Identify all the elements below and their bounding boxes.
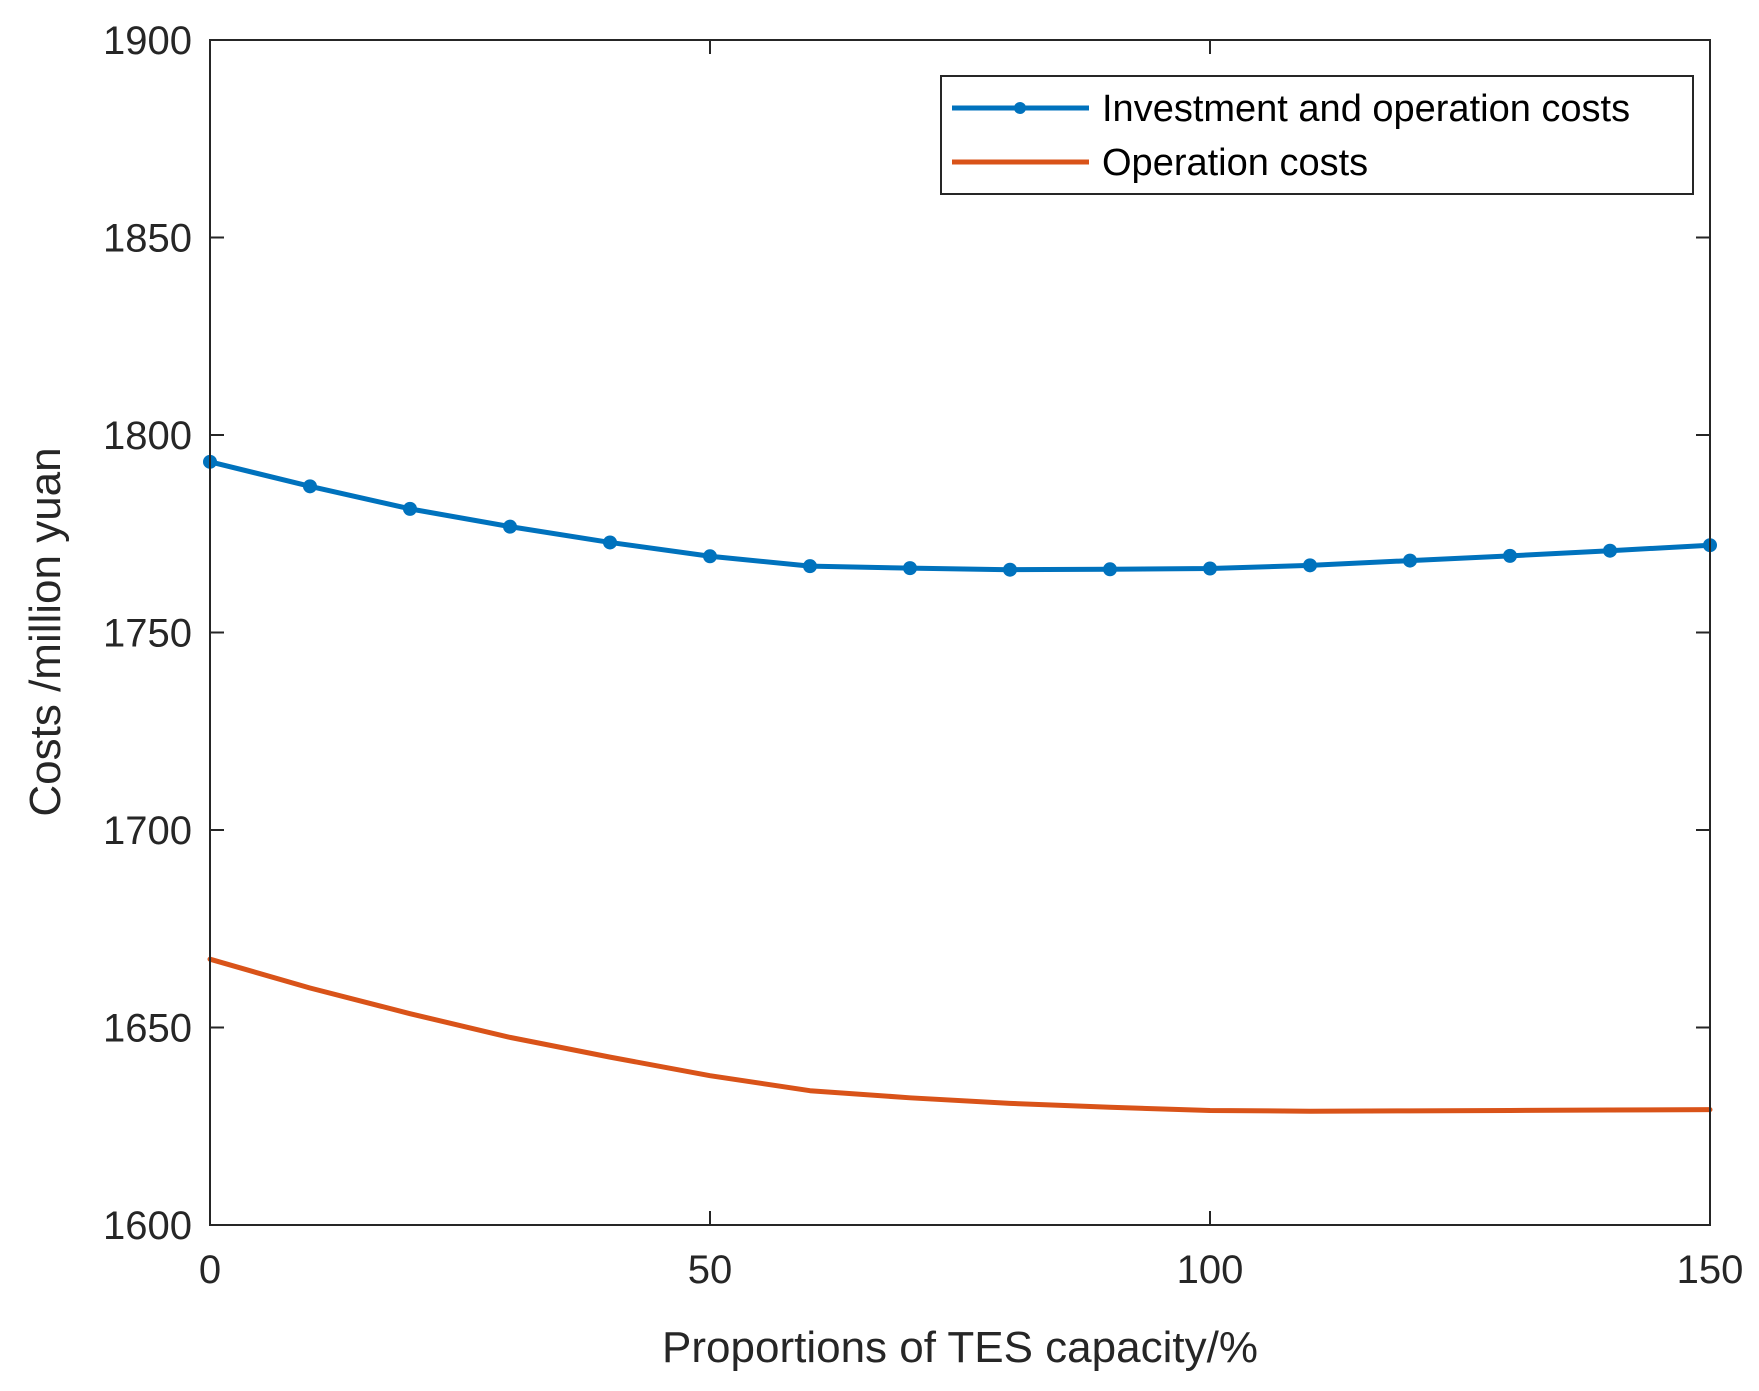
- data-point-investment-and-operation-costs: [303, 479, 317, 494]
- data-point-investment-and-operation-costs: [1003, 562, 1017, 577]
- x-tick-label: 100: [1177, 1248, 1244, 1292]
- y-tick-label: 1650: [103, 1007, 192, 1051]
- x-tick-label: 150: [1677, 1248, 1744, 1292]
- x-axis-label: Proportions of TES capacity/%: [662, 1323, 1258, 1372]
- y-tick-label: 1900: [103, 19, 192, 63]
- x-tick-labels: 0 50 100 150: [199, 1248, 1744, 1292]
- data-point-investment-and-operation-costs: [1603, 543, 1617, 558]
- y-tick-label: 1850: [103, 217, 192, 261]
- series-line-investment-and-operation-costs: [207, 459, 1713, 573]
- y-tick-labels: 1600 1650 1700 1750 1800 1850 1900: [103, 19, 192, 1248]
- data-point-investment-and-operation-costs: [1203, 561, 1217, 576]
- data-point-investment-and-operation-costs: [903, 561, 917, 576]
- y-axis-label: Costs /million yuan: [21, 447, 70, 816]
- data-point-investment-and-operation-costs: [1503, 548, 1517, 563]
- y-tick-label: 1750: [103, 612, 192, 656]
- data-point-investment-and-operation-costs: [703, 549, 717, 564]
- data-point-investment-and-operation-costs: [1103, 562, 1117, 577]
- legend-box: [940, 75, 1694, 195]
- x-tick-label: 50: [688, 1248, 733, 1292]
- data-point-investment-and-operation-costs: [803, 559, 817, 574]
- data-point-investment-and-operation-costs: [1403, 553, 1417, 568]
- data-point-investment-and-operation-costs: [603, 535, 617, 550]
- data-point-investment-and-operation-costs: [503, 519, 517, 534]
- x-tick-label: 0: [199, 1248, 221, 1292]
- legend-marker-investment-and-operation-costs: [1014, 102, 1026, 114]
- data-point-investment-and-operation-costs: [403, 501, 417, 516]
- y-tick-label: 1800: [103, 414, 192, 458]
- y-tick-label: 1700: [103, 809, 192, 853]
- plot-frame: [209, 39, 1711, 1226]
- series-line-operation-costs: [207, 956, 1713, 1114]
- legend-label-investment-and-operation-costs: Investment and operation costs: [1102, 88, 1630, 130]
- plot-area: [210, 40, 1710, 1225]
- data-point-investment-and-operation-costs: [1303, 558, 1317, 573]
- series-layer: [203, 454, 1717, 1114]
- legend: Investment and operation costs Operation…: [940, 75, 1694, 195]
- y-tick-label: 1600: [103, 1204, 192, 1248]
- legend-label-operation-costs: Operation costs: [1102, 142, 1368, 184]
